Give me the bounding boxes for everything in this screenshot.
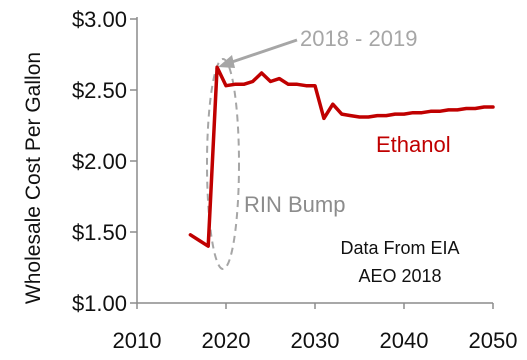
- annotation-source-line1: Data From EIA: [340, 238, 459, 258]
- y-axis-label: Wholesale Cost Per Gallon: [22, 52, 45, 304]
- x-ticks: 2010 2020 2030 2040 2050: [113, 303, 518, 353]
- y-tick-label: $3.00: [72, 7, 127, 32]
- series-label-ethanol: Ethanol: [376, 132, 451, 157]
- y-ticks: $3.00 $2.50 $2.00 $1.50 $1.00: [72, 7, 137, 316]
- ethanol-line: [188, 65, 495, 248]
- x-tick-label: 2010: [113, 328, 162, 353]
- rin-bump-ellipse: [206, 58, 240, 270]
- annotation-source-line2: AEO 2018: [358, 266, 441, 286]
- y-tick-label: $1.00: [72, 291, 127, 316]
- x-tick-label: 2020: [202, 328, 251, 353]
- y-tick-label: $2.00: [72, 149, 127, 174]
- annotation-rin-bump: RIN Bump: [244, 192, 345, 217]
- y-tick-label: $2.50: [72, 78, 127, 103]
- annotation-years: 2018 - 2019: [300, 26, 417, 51]
- x-tick-label: 2030: [291, 328, 340, 353]
- annotation-arrow: [225, 38, 298, 66]
- axes: [136, 17, 493, 304]
- x-tick-label: 2050: [469, 328, 518, 353]
- annotation-arrowhead: [218, 55, 235, 68]
- y-tick-label: $1.50: [72, 220, 127, 245]
- x-tick-label: 2040: [380, 328, 429, 353]
